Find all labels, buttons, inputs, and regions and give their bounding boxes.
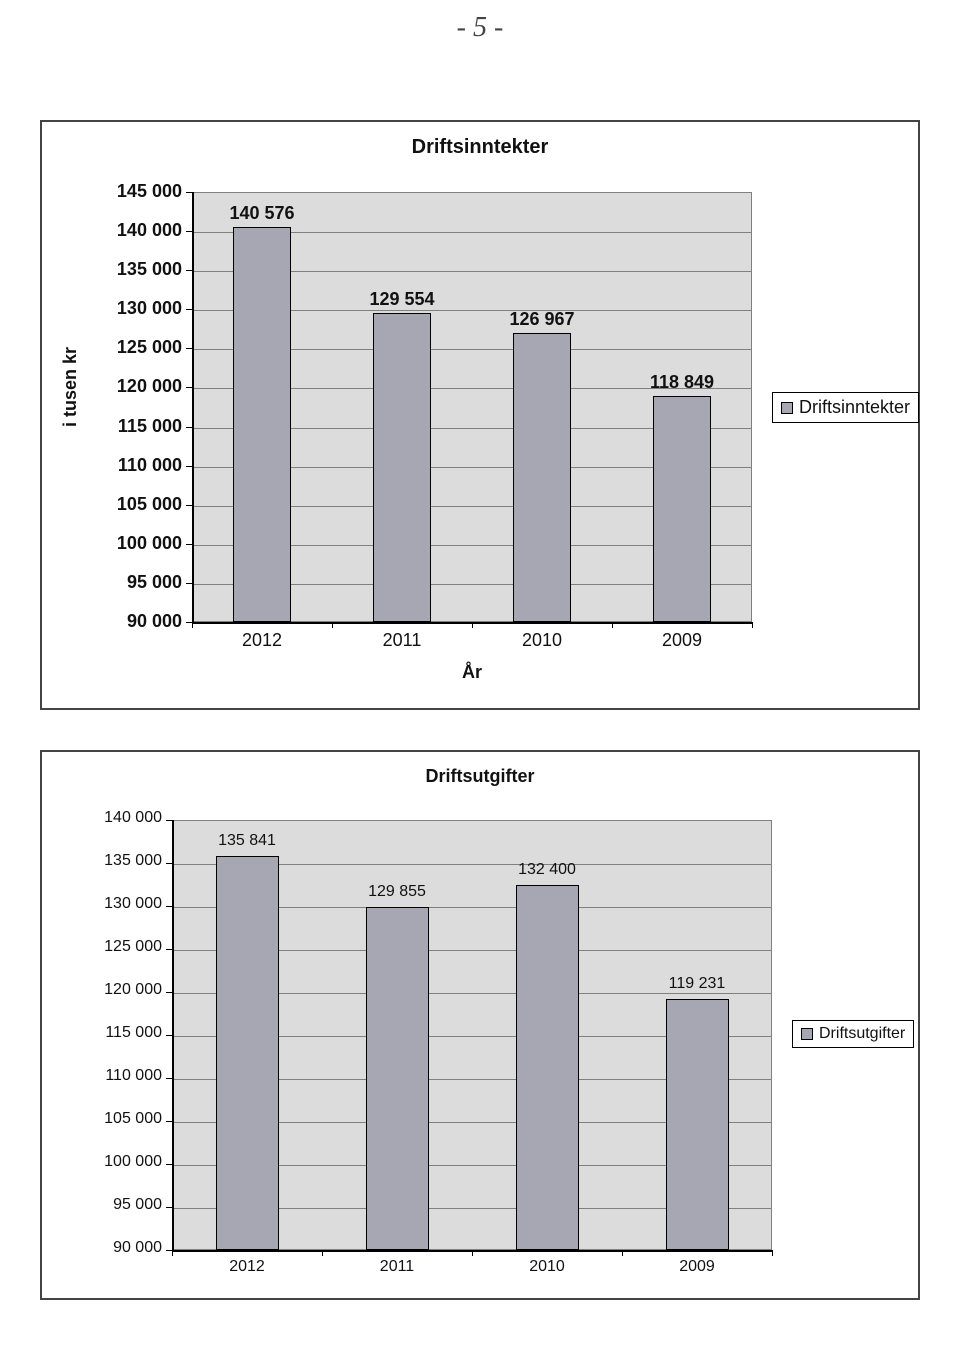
y-tick-label: 135 000	[82, 852, 162, 870]
y-tick-label: 110 000	[102, 455, 182, 476]
y-tick-label: 95 000	[82, 1196, 162, 1214]
x-tick-mark	[772, 1250, 773, 1256]
bar	[233, 227, 292, 622]
bar-value-label: 126 967	[493, 309, 592, 330]
chart1-y-axis-title: i tusen kr	[60, 287, 81, 487]
y-tick-label: 105 000	[82, 1110, 162, 1128]
chart1-legend-swatch	[781, 402, 793, 414]
y-tick-label: 145 000	[102, 181, 182, 202]
x-tick-mark	[322, 1250, 323, 1256]
y-tick-label: 100 000	[102, 533, 182, 554]
chart2-legend: Driftsutgifter	[792, 1020, 914, 1048]
x-tick-mark	[752, 622, 753, 628]
bar	[653, 396, 712, 622]
x-tick-mark	[472, 622, 473, 628]
chart1-legend-label: Driftsinntekter	[799, 397, 910, 418]
y-tick-label: 125 000	[102, 337, 182, 358]
bar-value-label: 140 576	[213, 203, 312, 224]
y-tick-label: 110 000	[82, 1067, 162, 1085]
x-tick-mark	[612, 622, 613, 628]
y-tick-label: 90 000	[82, 1239, 162, 1257]
y-tick-label: 135 000	[102, 259, 182, 280]
bar-value-label: 129 855	[346, 883, 449, 901]
page-number: - 5 -	[0, 12, 960, 44]
y-tick-label: 115 000	[82, 1024, 162, 1042]
chart2-body: Driftsutgifter 140 000 135 000 130 000 125 …	[42, 795, 918, 1295]
x-tick-mark	[172, 1250, 173, 1256]
x-tick-label: 2011	[332, 630, 472, 651]
y-tick-label: 125 000	[82, 938, 162, 956]
bar	[513, 333, 572, 622]
x-tick-label: 2011	[322, 1258, 472, 1276]
bar-value-label: 135 841	[196, 832, 299, 850]
chart1-x-axis-title: År	[192, 662, 752, 683]
chart1-body: i tusen kr Driftsinntekter År 145 000 140…	[42, 167, 918, 707]
x-tick-label: 2009	[612, 630, 752, 651]
x-tick-mark	[472, 1250, 473, 1256]
x-tick-label: 2012	[172, 1258, 322, 1276]
x-tick-mark	[192, 622, 193, 628]
y-tick-label: 120 000	[82, 981, 162, 999]
x-tick-label: 2009	[622, 1258, 772, 1276]
y-tick-label: 130 000	[82, 895, 162, 913]
chart-driftsutgifter-frame: Driftsutgifter Driftsutgifter 140 000 135…	[40, 750, 920, 1300]
y-tick-label: 140 000	[82, 809, 162, 827]
chart2-legend-label: Driftsutgifter	[819, 1025, 905, 1043]
chart2-title: Driftsutgifter	[42, 766, 918, 787]
y-tick-label: 105 000	[102, 494, 182, 515]
x-tick-mark	[332, 622, 333, 628]
bar-value-label: 118 849	[633, 372, 732, 393]
x-tick-label: 2010	[472, 630, 612, 651]
bar	[666, 999, 729, 1250]
x-tick-label: 2012	[192, 630, 332, 651]
y-tick-label: 115 000	[102, 416, 182, 437]
y-tick-label: 90 000	[102, 611, 182, 632]
bar	[216, 856, 279, 1250]
chart2-legend-swatch	[801, 1028, 813, 1040]
y-axis-line	[192, 192, 194, 622]
chart1-title: Driftsinntekter	[42, 136, 918, 159]
bar-value-label: 129 554	[353, 289, 452, 310]
y-tick-label: 120 000	[102, 376, 182, 397]
y-tick-label: 130 000	[102, 298, 182, 319]
x-tick-label: 2010	[472, 1258, 622, 1276]
y-tick-label: 140 000	[102, 220, 182, 241]
chart-driftsinntekter-frame: Driftsinntekter i tusen kr Driftsinntekt…	[40, 120, 920, 710]
chart1-legend: Driftsinntekter	[772, 392, 919, 423]
x-tick-mark	[622, 1250, 623, 1256]
y-axis-line	[172, 820, 174, 1250]
bar-value-label: 119 231	[646, 975, 749, 993]
bar-value-label: 132 400	[496, 861, 599, 879]
bar	[516, 885, 579, 1250]
y-tick-label: 95 000	[102, 572, 182, 593]
bar	[373, 313, 432, 622]
page-root: - 5 - Driftsinntekter i tusen kr Driftsi…	[0, 0, 960, 1360]
bar	[366, 907, 429, 1250]
y-tick-label: 100 000	[82, 1153, 162, 1171]
